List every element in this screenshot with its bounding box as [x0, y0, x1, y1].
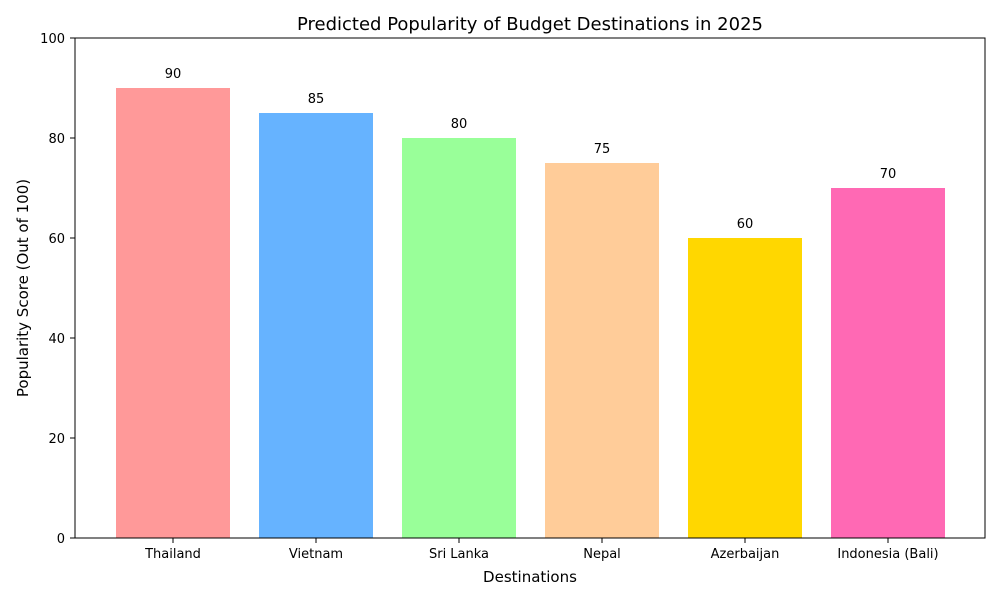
- bar-value-label: 80: [451, 117, 468, 132]
- value-labels-group: 90 85 80 75 60 70: [165, 67, 897, 232]
- bar-value-label: 90: [165, 67, 182, 82]
- y-tick-label: 60: [48, 232, 65, 247]
- bar-thailand: [116, 88, 230, 538]
- bar-value-label: 85: [308, 92, 325, 107]
- y-tick-label: 20: [48, 432, 65, 447]
- bar-indonesia-bali: [831, 188, 945, 538]
- x-tick-label: Indonesia (Bali): [837, 547, 938, 562]
- chart-title: Predicted Popularity of Budget Destinati…: [297, 14, 763, 35]
- y-tick-label: 40: [48, 332, 65, 347]
- bar-azerbaijan: [688, 238, 802, 538]
- y-tick-label: 0: [57, 532, 65, 547]
- x-axis-label: Destinations: [483, 568, 577, 586]
- y-axis: 0 20 40 60 80 100: [40, 32, 75, 547]
- bar-nepal: [545, 163, 659, 538]
- x-tick-label: Nepal: [583, 547, 621, 562]
- x-tick-label: Vietnam: [289, 547, 343, 562]
- bar-value-label: 70: [880, 167, 897, 182]
- bar-vietnam: [259, 113, 373, 538]
- bars-group: [116, 88, 945, 538]
- bar-value-label: 75: [594, 142, 611, 157]
- plot-frame: [74, 37, 986, 539]
- x-tick-label: Sri Lanka: [429, 547, 489, 562]
- y-tick-label: 80: [48, 132, 65, 147]
- x-tick-label: Azerbaijan: [711, 547, 780, 562]
- bar-sri-lanka: [402, 138, 516, 538]
- x-axis: Thailand Vietnam Sri Lanka Nepal Azerbaijan I…: [144, 538, 939, 562]
- x-tick-label: Thailand: [144, 547, 201, 562]
- bar-value-label: 60: [737, 217, 754, 232]
- y-axis-label: Popularity Score (Out of 100): [14, 179, 32, 397]
- y-tick-label: 100: [40, 32, 65, 47]
